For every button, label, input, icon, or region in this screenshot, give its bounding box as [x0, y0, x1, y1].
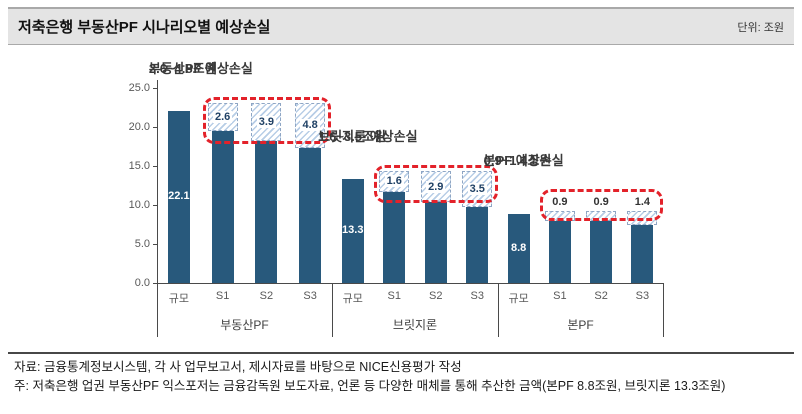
loss-annotation-line1: 부동산PF 예상손실	[148, 60, 253, 76]
group-separator	[332, 283, 333, 337]
y-tick-label: 15.0	[128, 160, 150, 172]
expected-loss-box: 2.9	[420, 171, 451, 202]
category-label: S2	[429, 290, 443, 302]
category-label: S3	[303, 290, 317, 302]
y-tick-label: 0.0	[134, 277, 150, 289]
group-separator	[498, 283, 499, 337]
loss-value-label: 0.9	[552, 196, 568, 209]
loss-annotation-line2: 1.6~3.5조원	[318, 129, 386, 145]
expected-loss-box: 3.9	[251, 102, 282, 142]
loss-value-label: 0.9	[593, 196, 609, 209]
bar-브릿지론-S2	[424, 201, 447, 283]
y-tick-label: 25.0	[128, 82, 150, 94]
category-label: S3	[470, 290, 484, 302]
bar-value-label: 8.8	[510, 241, 527, 254]
y-tick-mark	[153, 88, 157, 89]
y-tick-label: 10.0	[128, 199, 150, 211]
loss-highlight-rect	[539, 189, 664, 222]
loss-highlight-rect	[202, 96, 332, 145]
y-tick-mark	[153, 127, 157, 128]
bar-chart: 25.0 20.0 15.0 10.0 5.0 0.0 22.1 규모 2.6 S1 3.9 S2 4.…	[0, 55, 802, 345]
bar-본PF-S2	[590, 221, 613, 283]
unit-label: 단위: 조원	[737, 21, 784, 34]
y-axis-line	[157, 80, 158, 283]
category-label: S1	[553, 290, 567, 302]
loss-value-label: 2.9	[426, 180, 446, 193]
expected-loss-box: 1.6	[379, 171, 410, 192]
expected-loss-box: 4.8	[295, 102, 326, 149]
category-label: S1	[215, 290, 230, 302]
bar-본PF-규모	[507, 214, 530, 283]
bar-value-label: 13.3	[342, 224, 364, 237]
category-label: 규모	[342, 293, 363, 305]
y-tick-mark	[153, 166, 157, 167]
category-label: S2	[594, 290, 608, 302]
group-separator	[663, 283, 664, 337]
category-label: S1	[387, 290, 401, 302]
loss-annotation-line2: 0.9~1.4조원	[483, 153, 552, 169]
bar-부동산PF-규모	[167, 110, 190, 283]
bar-부동산PF-S3	[299, 148, 322, 283]
group-label: 본PF	[567, 318, 594, 332]
bar-브릿지론-S3	[466, 206, 489, 283]
loss-highlight-rect	[374, 165, 499, 203]
y-tick-mark	[153, 244, 157, 245]
title-bar: 저축은행 부동산PF 시나리오별 예상손실 단위: 조원	[8, 7, 794, 45]
bar-부동산PF-S1	[211, 130, 234, 283]
bar-브릿지론-S1	[383, 191, 406, 283]
y-tick-mark	[153, 205, 157, 206]
source-note: 자료: 금융통계정보시스템, 각 사 업무보고서, 제시자료를 바탕으로 NIC…	[14, 360, 462, 374]
bar-브릿지론-규모	[341, 179, 364, 283]
category-label: 규모	[168, 293, 189, 305]
category-label: S2	[259, 290, 274, 302]
y-tick-label: 20.0	[128, 121, 150, 133]
category-label: 규모	[508, 293, 529, 305]
loss-value-label: 2.6	[212, 110, 233, 123]
loss-annotation-line1: 브릿지론 예상손실	[318, 129, 418, 145]
loss-value-label: 3.9	[256, 115, 277, 128]
group-label: 브릿지론	[392, 318, 438, 332]
expected-loss-box: 2.6	[207, 102, 238, 131]
y-tick-label: 5.0	[134, 238, 150, 250]
x-axis-line	[157, 283, 663, 284]
y-tick-mark	[153, 283, 157, 284]
bar-value-label: 22.1	[168, 189, 190, 202]
loss-value-label: 1.6	[384, 175, 404, 188]
bar-부동산PF-S2	[255, 141, 278, 283]
loss-value-label: 4.8	[300, 119, 320, 132]
loss-annotation-line2: 2.6~4.8조원	[148, 60, 217, 76]
category-label: S3	[635, 290, 650, 302]
group-separator	[157, 283, 158, 337]
loss-annotation-line1: 본PF 예상손실	[483, 153, 564, 169]
loss-value-label: 1.4	[634, 196, 651, 209]
footer-divider	[8, 352, 794, 354]
loss-value-label: 3.5	[467, 182, 487, 195]
bar-본PF-S1	[548, 221, 571, 283]
estimation-note: 주: 저축은행 업권 부동산PF 익스포저는 금융감독원 보도자료, 언론 등 …	[14, 379, 726, 393]
bar-본PF-S3	[631, 225, 654, 283]
group-label: 부동산PF	[220, 318, 269, 332]
page-title: 저축은행 부동산PF 시나리오별 예상손실	[18, 19, 271, 36]
